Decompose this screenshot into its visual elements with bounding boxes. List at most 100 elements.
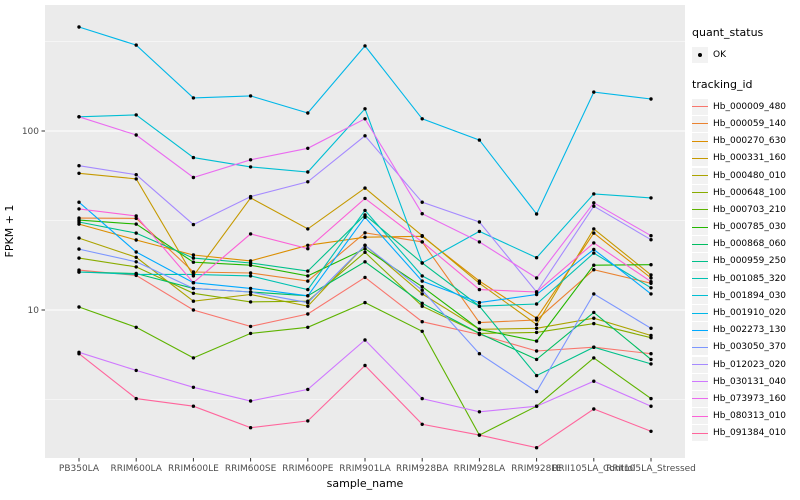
legend-key-line-icon [692,167,708,184]
data-point [363,44,367,48]
data-point [477,220,482,224]
legend-item-Hb_000868_060: Hb_000868_060 [692,236,798,253]
legend-key-line-icon [692,115,708,132]
data-point [477,240,482,244]
data-point [191,260,196,264]
data-point [191,222,196,227]
data-point [248,300,253,304]
legend-key-line-icon [692,425,708,442]
legend-item-Hb_000480_010: Hb_000480_010 [692,167,798,184]
data-point [649,404,653,408]
data-point [363,208,367,213]
data-point [649,238,653,242]
data-point [592,321,596,326]
data-point [477,433,482,437]
data-point [191,404,196,408]
data-point [306,170,310,174]
data-point [649,352,653,356]
data-point [363,107,367,111]
data-point [534,256,539,260]
legend-item-label: Hb_003050_370 [713,342,787,353]
data-point [592,292,596,296]
legend-item-label: Hb_091384_010 [713,428,787,439]
data-point [77,256,81,260]
legend-item-Hb_000785_030: Hb_000785_030 [692,219,798,236]
data-point [592,192,596,196]
legend-key-line-icon [692,408,708,425]
legend-key-line-icon [692,236,708,253]
legend-key-line-icon [692,184,708,201]
data-point [134,43,138,47]
data-point [191,286,196,291]
legend-key-line-icon [692,98,708,115]
data-point [134,250,138,254]
data-point [592,310,596,315]
data-point [306,294,310,298]
data-point [534,302,539,306]
legend-key-line-icon [692,322,708,339]
data-point [134,272,138,277]
legend-item-Hb_000331_160: Hb_000331_160 [692,150,798,167]
data-point [306,325,310,329]
legend-item-Hb_000648_100: Hb_000648_100 [692,184,798,201]
legend-key-line-icon [692,390,708,407]
data-point [191,299,196,303]
data-point [592,247,596,252]
data-point [420,240,424,244]
data-point [306,243,310,247]
data-point [420,396,424,401]
data-point [134,231,138,235]
legend-title-tracking-id: tracking_id [692,78,753,92]
data-point [534,330,539,335]
data-point [534,404,539,408]
data-point [77,171,81,175]
legend-item-Hb_002273_130: Hb_002273_130 [692,322,798,339]
x-tick-label: RRIM901LA [339,464,391,474]
data-point [248,286,253,291]
data-point [248,292,253,297]
legend-item-Hb_000959_250: Hb_000959_250 [692,253,798,270]
x-tick-label: RRIM600LA [110,464,162,474]
data-point [248,94,253,98]
legend-item-label: Hb_001894_030 [713,290,787,301]
x-tick-label: RRII105LA_Stressed [606,464,696,474]
data-point [534,212,539,216]
data-point [592,231,596,235]
data-point [191,175,196,180]
legend-key-line-icon [692,253,708,270]
data-point [363,134,367,138]
data-point [77,247,81,251]
data-point [134,238,138,242]
data-point [363,247,367,251]
data-point [420,200,424,204]
data-point [534,357,539,362]
data-point [306,269,310,273]
data-point [134,216,138,221]
legend-item-Hb_012023_020: Hb_012023_020 [692,356,798,373]
legend-item-label: Hb_030131_040 [713,376,787,387]
data-point [306,387,310,392]
data-point [191,96,196,100]
data-point [534,276,539,280]
data-point [649,97,653,101]
data-point [649,362,653,366]
legend-item-Hb_073973_160: Hb_073973_160 [692,390,798,407]
data-point [420,274,424,278]
data-point [306,300,310,305]
x-tick-label: RRIM928LA [454,464,506,474]
legend-key-line-icon [692,150,708,167]
legend-item-label: Hb_000270_630 [713,136,787,147]
data-point [363,260,367,264]
data-point [477,287,482,292]
data-point [134,177,138,181]
data-point [134,396,138,401]
data-point [534,326,539,330]
legend-item-Hb_001085_320: Hb_001085_320 [692,270,798,287]
legend-key-line-icon [692,201,708,218]
legend-item-Hb_091384_010: Hb_091384_010 [692,425,798,442]
data-point [134,368,138,373]
legend-item-label: Hb_000480_010 [713,170,787,181]
legend-item-Hb_030131_040: Hb_030131_040 [692,373,798,390]
data-point [649,234,653,238]
data-point [248,194,253,199]
